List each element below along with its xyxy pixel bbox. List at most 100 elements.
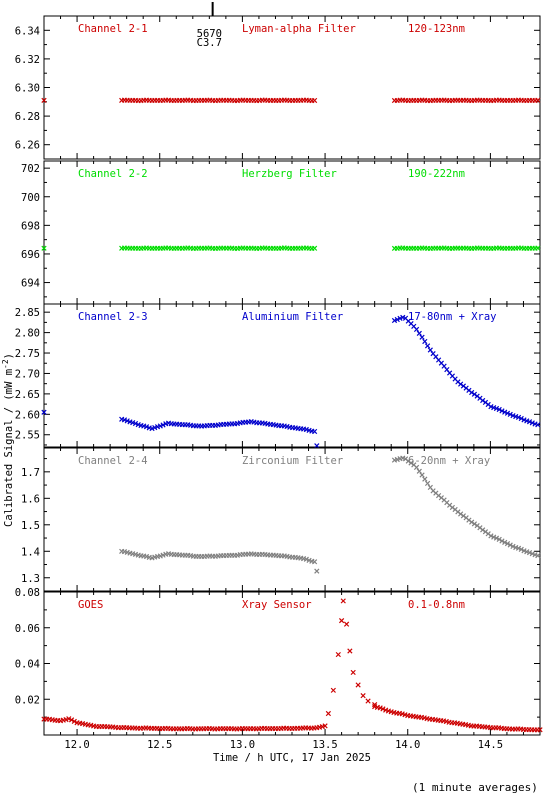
panel-2-point [41,245,47,251]
panel-3-point [507,411,513,417]
y-axis-label: Calibrated Signal / (mW m-2) [1,353,16,527]
panel-3-ytick-label: 2.60 [15,409,40,421]
panel-3-point [521,417,527,423]
panel-5-point [68,717,75,723]
panel-5-point [355,682,361,688]
panel-2-ytick-label: 702 [21,163,40,175]
panel-5-frame [43,591,541,736]
panel-5-ytick-label: 0.08 [15,587,40,599]
panel-4-point [480,527,486,533]
panel-3-ytick-label: 2.75 [15,348,40,360]
panel-5-point [365,698,371,704]
panel-3-ytick-label: 2.70 [15,368,40,380]
panel-3-point [132,420,139,427]
panel-4-label-2: Zirconium Filter [242,455,343,467]
panel-3-point [496,406,502,413]
panel-5-point [360,693,366,699]
panel-3-point [416,330,422,337]
panel-2-label-1: Channel 2-2 [78,168,148,180]
panel-5-point [330,687,336,693]
xtick-label: 13.5 [312,739,337,751]
panel-3-point [413,326,420,333]
panel-4-label-3: 6-20nm + Xray [408,455,490,467]
panel-4-point [488,533,494,539]
panel-5-point [325,710,331,717]
panel-3-ytick-label: 2.65 [15,389,40,401]
panel-4-point [422,476,428,482]
xtick-label: 12.0 [64,739,89,751]
panel-1-point [535,97,541,103]
panel-5-ytick-label: 0.04 [15,659,40,671]
panel-3-point [419,334,425,340]
panel-2-point [311,245,318,251]
panel-1-label-2: Lyman-alpha Filter [242,23,356,35]
panel-4-point [469,519,475,525]
panel-1-frame [43,15,541,160]
panel-4-point [499,538,505,544]
panel-4-point [535,552,541,559]
panel-2-ytick-label: 694 [21,278,40,290]
panel-3-point [504,410,511,416]
panel-4-point [471,521,478,527]
panel-2-label-2: Herzberg Filter [242,168,337,180]
panel-1-point [41,97,47,103]
panel-4-ytick-label: 1.4 [21,546,40,558]
panel-4-point [424,480,431,487]
panel-3-point [526,419,533,425]
panel-4-point [493,535,500,541]
panel-5-label-3: 0.1-0.8nm [408,599,465,611]
panel-5-point [66,716,72,722]
panel-3-point [499,408,505,414]
panel-4-ytick-label: 1.7 [21,467,40,479]
panel-5-point [340,598,346,604]
panel-1-ytick-label: 6.28 [15,111,40,123]
panel-2-point [535,245,541,251]
panel-3-label-1: Channel 2-3 [78,311,148,323]
y-axis-label-text: Calibrated Signal / (mW m-2) [1,353,16,527]
panel-4-point [515,545,522,551]
panel-5-label-2: Xray Sensor [242,599,312,611]
panel-3-point [515,414,522,420]
panel-3-point [422,338,428,345]
panel-4-point [413,464,420,471]
panel-3-label-2: Aluminium Filter [242,311,343,323]
panel-2-ytick-label: 698 [21,220,40,232]
panel-3-point [160,422,166,428]
panel-4-point [311,559,318,565]
panel-4-point [526,550,533,556]
flare-marker-number: 5670 [197,28,222,40]
panel-2-label-3: 190-222nm [408,168,465,180]
panel-5-ytick-label: 0.06 [15,623,40,635]
panel-1-ytick-label: 6.34 [15,25,40,37]
panel-4-point [507,542,513,548]
panel-1-label-1: Channel 2-1 [78,23,148,35]
panel-5-point [338,617,345,624]
panel-4-ytick-label: 1.6 [21,493,40,505]
panel-3-point [41,409,47,415]
panel-3-point [535,422,541,428]
panel-3-point [488,403,494,410]
panel-4-label-1: Channel 2-4 [78,455,148,467]
panel-5-point [343,621,350,627]
panel-4-point [314,568,320,574]
xtick-label: 12.5 [147,739,172,751]
panel-5-point [347,648,353,654]
xtick-label: 14.5 [478,739,503,751]
panel-3-point [469,389,475,396]
panel-4-ytick-label: 1.3 [21,573,40,585]
panel-4-frame [43,447,541,592]
panel-2-ytick-label: 696 [21,249,40,261]
panel-3-ytick-label: 2.55 [15,430,40,442]
panel-1-label-3: 120-123nm [408,23,465,35]
panel-5-point [380,706,386,712]
panel-5-point [322,723,328,729]
panel-3-point [427,347,433,353]
panel-3-point [124,418,130,424]
panel-2-frame [43,160,541,305]
panel-5-point [537,727,543,733]
panel-5-point [71,718,77,725]
panel-3-point [518,415,524,422]
xtick-label: 14.0 [395,739,420,751]
xtick-label: 13.0 [230,739,255,751]
